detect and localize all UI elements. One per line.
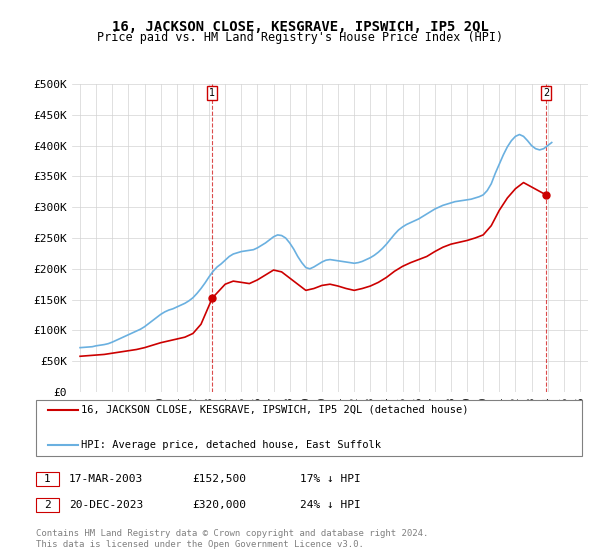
Text: 16, JACKSON CLOSE, KESGRAVE, IPSWICH, IP5 2QL (detached house): 16, JACKSON CLOSE, KESGRAVE, IPSWICH, IP… xyxy=(81,405,469,415)
Text: 17% ↓ HPI: 17% ↓ HPI xyxy=(300,474,361,484)
Text: 17-MAR-2003: 17-MAR-2003 xyxy=(69,474,143,484)
Text: 24% ↓ HPI: 24% ↓ HPI xyxy=(300,500,361,510)
Text: Contains HM Land Registry data © Crown copyright and database right 2024.
This d: Contains HM Land Registry data © Crown c… xyxy=(36,529,428,549)
Text: 16, JACKSON CLOSE, KESGRAVE, IPSWICH, IP5 2QL: 16, JACKSON CLOSE, KESGRAVE, IPSWICH, IP… xyxy=(112,20,488,34)
Text: 1: 1 xyxy=(209,88,215,98)
Text: Price paid vs. HM Land Registry's House Price Index (HPI): Price paid vs. HM Land Registry's House … xyxy=(97,31,503,44)
Text: 1: 1 xyxy=(44,474,51,484)
Text: 20-DEC-2023: 20-DEC-2023 xyxy=(69,500,143,510)
Text: £152,500: £152,500 xyxy=(192,474,246,484)
Text: HPI: Average price, detached house, East Suffolk: HPI: Average price, detached house, East… xyxy=(81,440,381,450)
Text: £320,000: £320,000 xyxy=(192,500,246,510)
Text: 2: 2 xyxy=(44,500,51,510)
Text: 2: 2 xyxy=(543,88,549,98)
